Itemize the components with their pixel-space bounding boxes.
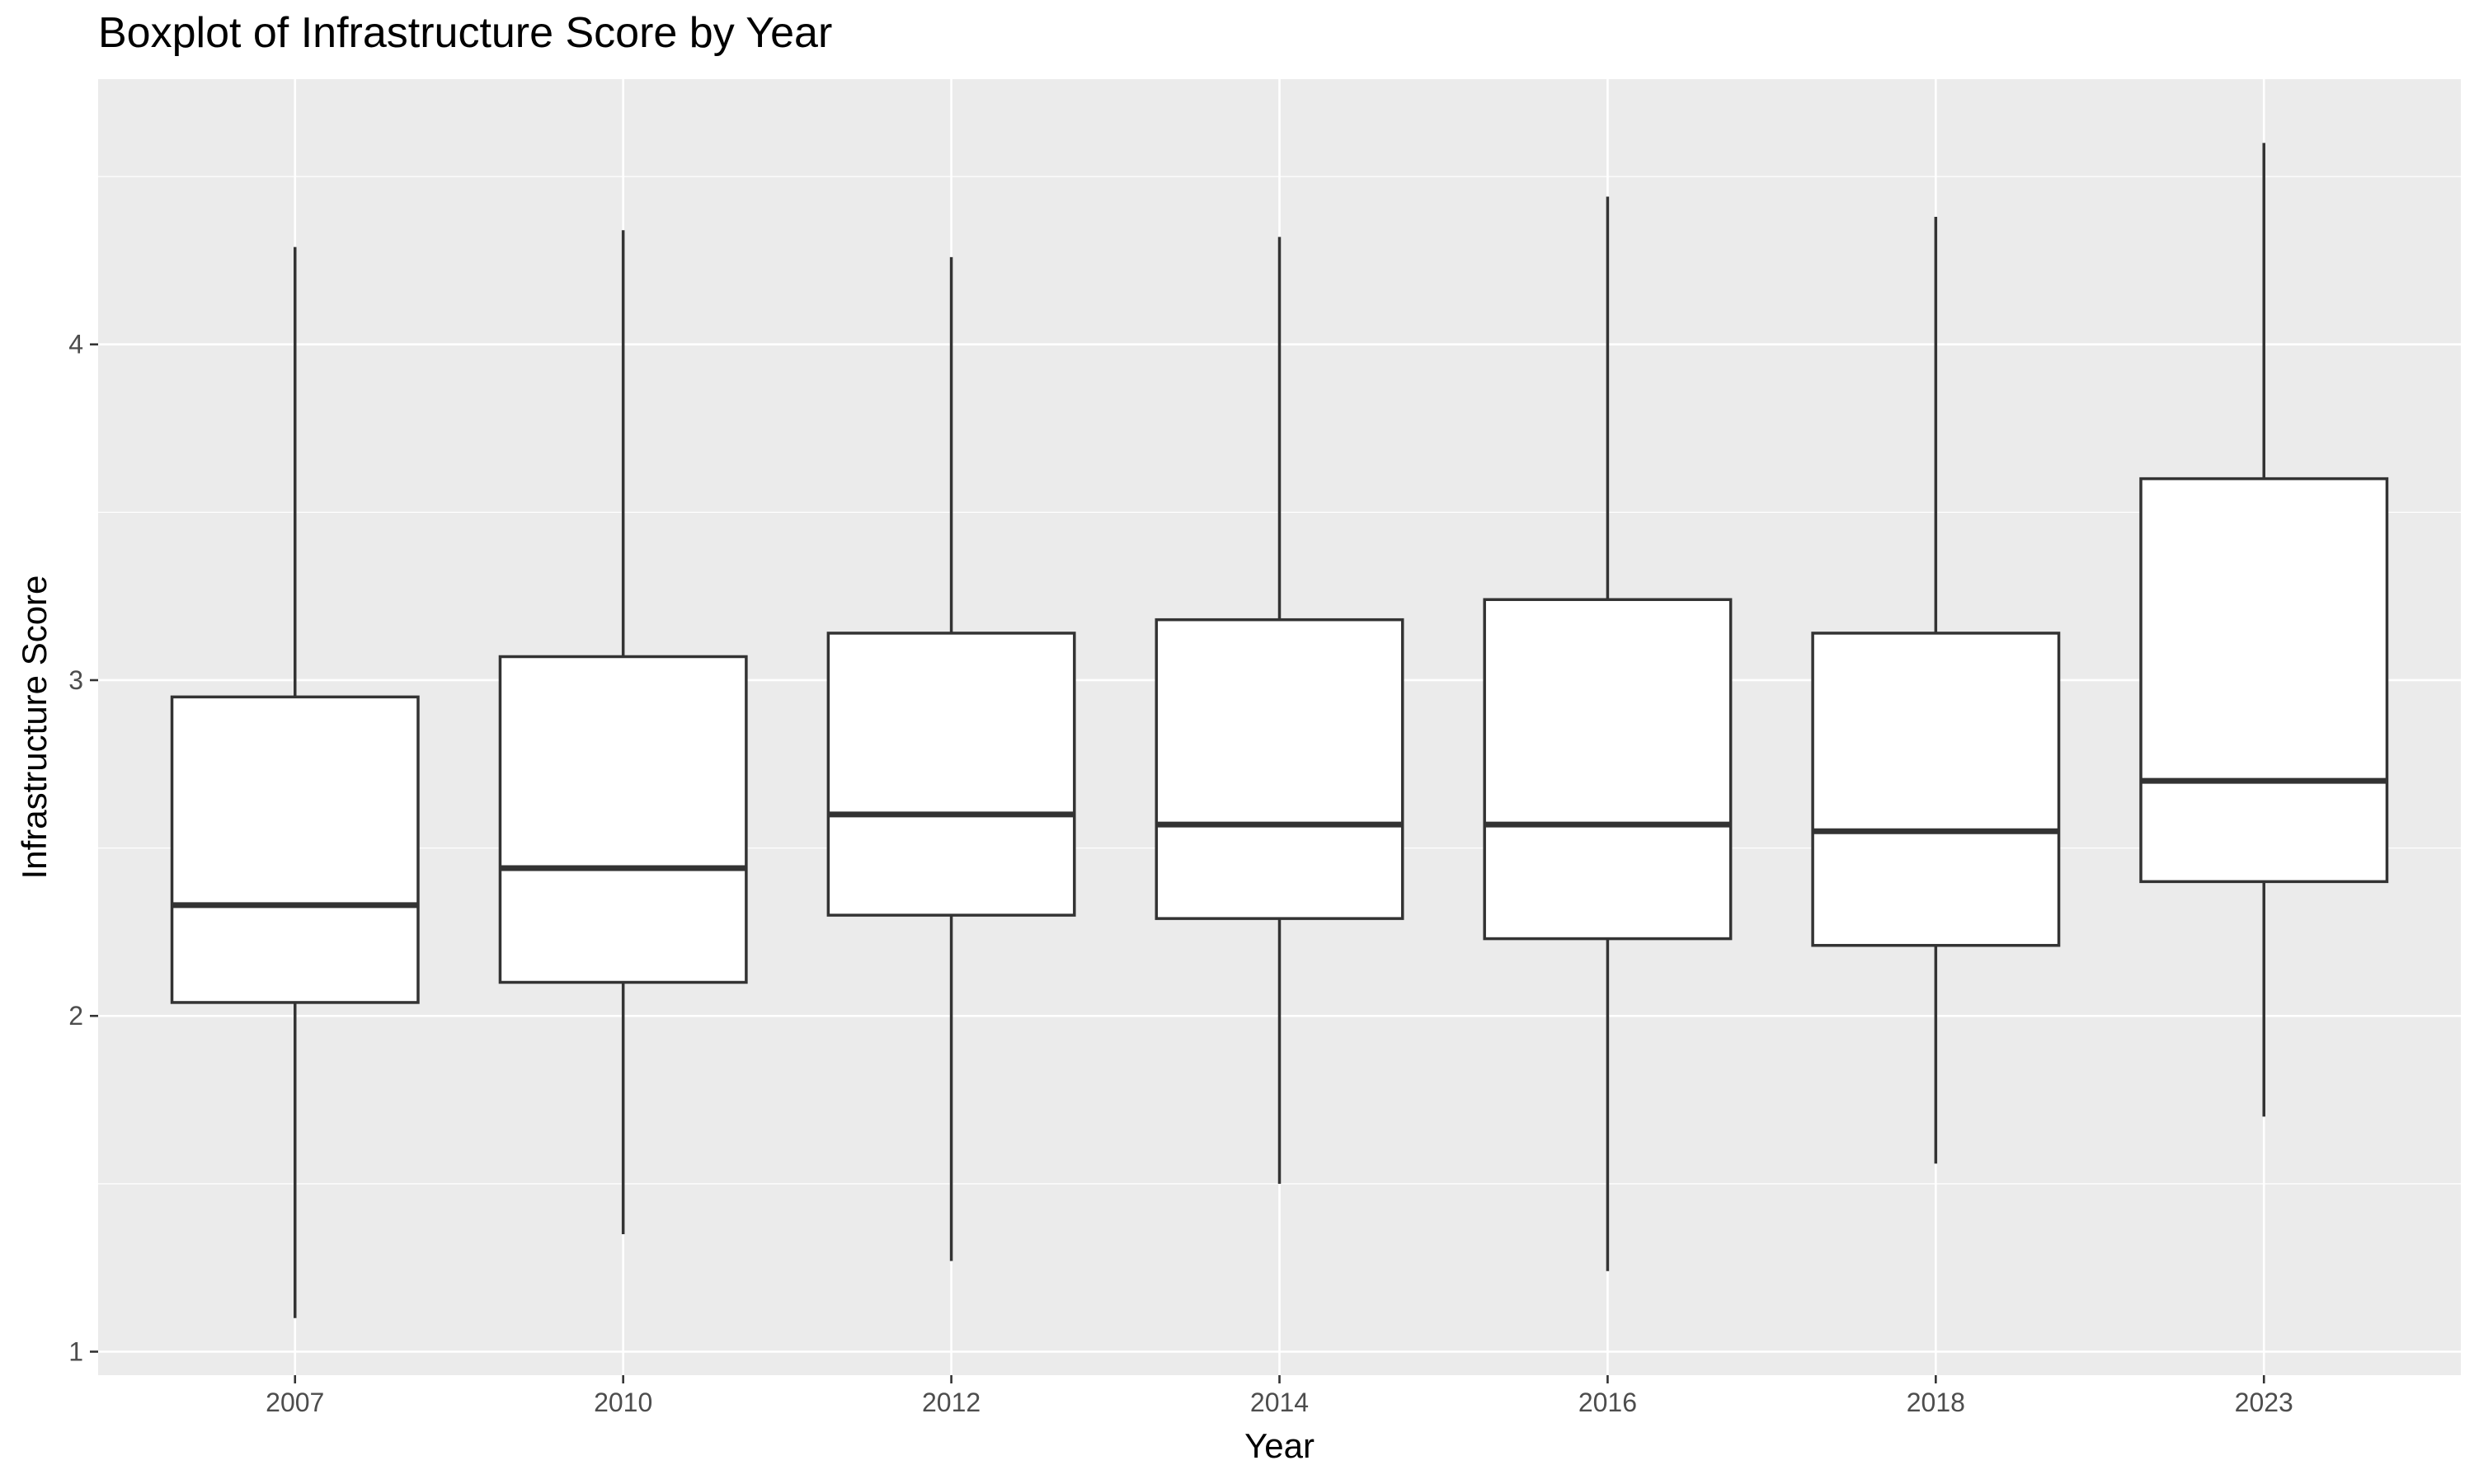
y-axis-title: Infrastructure Score [15,575,54,880]
box-2007 [170,247,420,1318]
box-2014 [1155,237,1404,1184]
box-2018 [1811,216,2061,1164]
x-tick-label: 2014 [1250,1388,1309,1417]
box-2016 [1483,196,1733,1271]
box-2023 [2139,143,2389,1117]
box-iqr [1811,632,2061,947]
box-iqr [170,695,420,1004]
x-tick-label: 2023 [2235,1388,2293,1417]
y-tick-label: 3 [68,665,83,695]
y-tick-label: 2 [68,1001,83,1031]
box-iqr [1483,598,1733,941]
y-tick-label: 4 [68,330,83,359]
boxplot-series [170,143,2389,1318]
box-iqr [826,632,1076,917]
x-tick-label: 2018 [1907,1388,1965,1417]
box-iqr [498,655,748,984]
chart-title: Boxplot of Infrastructure Score by Year [98,9,833,57]
box-iqr [1155,618,1404,920]
x-axis-title: Year [1244,1426,1315,1465]
x-tick-label: 2016 [1578,1388,1637,1417]
y-tick-label: 1 [68,1336,83,1366]
box-iqr [2139,477,2389,884]
x-tick-label: 2012 [922,1388,981,1417]
box-2012 [826,256,1076,1261]
x-axis: 2007 2010 2012 2014 2016 2018 2023 [266,1375,2293,1417]
box-2010 [498,230,748,1234]
x-tick-label: 2007 [266,1388,324,1417]
y-axis: 1 2 3 4 [68,330,98,1366]
x-tick-label: 2010 [594,1388,652,1417]
